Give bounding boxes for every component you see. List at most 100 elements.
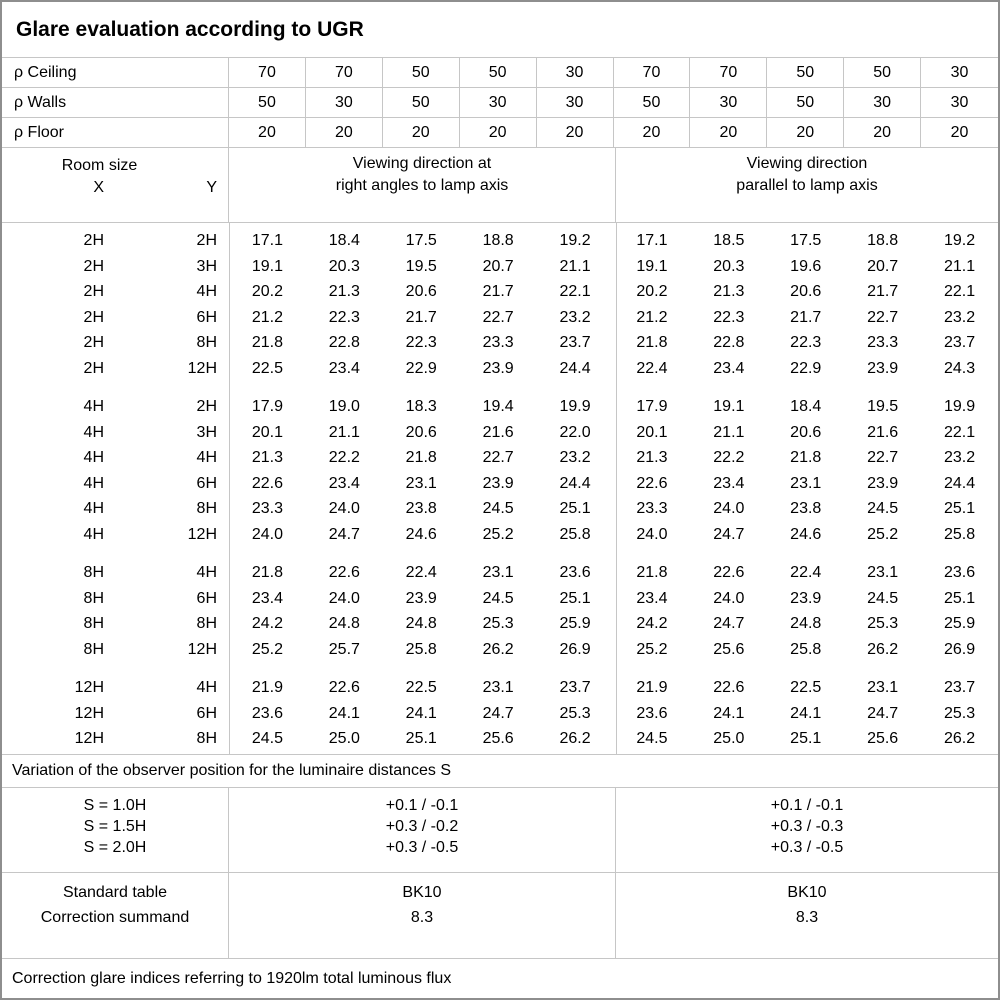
reflectance-value-cell: 70: [229, 58, 306, 87]
y-axis-label: Y: [206, 179, 217, 196]
ugr-value-right-angles: 23.2: [559, 308, 591, 326]
ugr-value-right-angles: 19.0: [328, 398, 360, 415]
ugr-value-right-angles: 25.3: [482, 615, 514, 632]
room-size-x-value: 2H: [83, 334, 104, 351]
ugr-value-right-angles: 23.9: [482, 359, 514, 377]
room-size-y-value: 8H: [196, 334, 217, 351]
reflectance-value-cell: 50: [614, 88, 691, 117]
room-size-y-value: 12H: [187, 640, 217, 658]
spacer: [217, 394, 229, 420]
ugr-value-parallel: 21.3: [636, 449, 668, 466]
room-size-y-value: 6H: [196, 308, 217, 326]
ugr-value-parallel: 20.6: [790, 283, 822, 300]
spacer: [217, 496, 229, 522]
ugr-value-parallel: 22.6: [636, 474, 668, 492]
ugr-value-right-angles: 19.9: [559, 398, 591, 415]
ugr-value-right-angles: 24.6: [405, 525, 437, 543]
ugr-value-right-angles: 19.2: [559, 232, 591, 249]
ugr-value-parallel: 21.8: [790, 449, 822, 466]
ugr-value-parallel: 24.8: [790, 615, 822, 632]
ugr-value-right-angles: 22.3: [405, 334, 437, 351]
variation-value: +0.3 / -0.5: [385, 839, 459, 856]
ugr-value-parallel: 23.4: [713, 359, 745, 377]
viewing-direction-header: Room size X Y Viewing direction at right…: [2, 148, 998, 223]
ugr-value-right-angles: 25.2: [251, 640, 284, 658]
ugr-value-right-angles: 25.8: [559, 525, 591, 543]
ugr-value-right-angles: 23.6: [559, 564, 591, 581]
ugr-value-parallel: 22.7: [867, 449, 899, 466]
reflectance-value-cell: 70: [690, 58, 768, 87]
ugr-value-parallel: 24.1: [713, 704, 745, 722]
ugr-value-right-angles: 23.7: [559, 334, 591, 351]
reflectance-value-cell: 30: [844, 88, 922, 117]
room-size-x-value: 4H: [83, 500, 104, 517]
ugr-value-right-angles: 25.6: [482, 730, 514, 747]
room-size-y-value: 6H: [196, 704, 217, 722]
ugr-value-right-angles: 21.2: [251, 308, 284, 326]
ugr-value-right-angles: 23.6: [251, 704, 284, 722]
ugr-value-parallel: 19.5: [867, 398, 899, 415]
reflectance-value-cell: 30: [537, 88, 614, 117]
reflectance-value-cell: 30: [950, 93, 969, 111]
ugr-value-parallel: 22.3: [790, 334, 822, 351]
ugr-value-right-angles: 21.6: [482, 423, 514, 441]
spacer: [217, 726, 229, 752]
ugr-table-row: 8H 6H 23.4 24.0 23.9 24.5 25.1 23.4 24.0 23.9 24.5…: [2, 586, 998, 612]
ugr-table-row: 2H 4H 20.2 21.3 20.6 21.7 22.1 20.2 21.3 20.6 21.7…: [2, 279, 998, 305]
ugr-value-parallel: 22.5: [790, 679, 822, 696]
room-size-y-value: 4H: [196, 449, 217, 466]
ugr-value-parallel: 25.0: [713, 730, 745, 747]
ugr-value-parallel: 23.3: [867, 334, 899, 351]
ugr-value-right-angles: 23.4: [251, 589, 284, 607]
variation-value: +0.3 / -0.2: [385, 818, 459, 835]
ugr-value-parallel: 19.1: [636, 257, 668, 275]
ugr-value-parallel: 22.1: [943, 283, 976, 300]
spacer: [217, 611, 229, 637]
ugr-value-right-angles: 20.3: [328, 257, 360, 275]
room-size-label: Room size: [61, 157, 138, 174]
ugr-value-parallel: 22.4: [636, 359, 668, 377]
ugr-value-parallel: 23.2: [943, 308, 976, 326]
ugr-value-parallel: 22.1: [943, 423, 976, 441]
reflectance-row-walls: ρ Walls 50 30 50 30 30 50 30 50 30 30: [2, 88, 998, 118]
ugr-table-row: 2H 3H 19.1 20.3 19.5 20.7 21.1 19.1 20.3 19.6 20.7…: [2, 254, 998, 280]
ugr-value-parallel: 23.1: [790, 474, 822, 492]
ugr-value-parallel: 23.7: [943, 334, 976, 351]
variation-parallel-cell: +0.1 / -0.1 +0.3 / -0.3 +0.3 / -0.5: [616, 788, 998, 872]
ugr-value-parallel: 22.7: [867, 308, 899, 326]
variation-section: S = 1.0H S = 1.5H S = 2.0H +0.1 / -0.1 +…: [2, 788, 998, 873]
ugr-value-right-angles: 24.7: [328, 525, 360, 543]
room-size-x-value: 4H: [83, 398, 104, 415]
ugr-value-right-angles: 23.2: [559, 449, 591, 466]
ugr-value-right-angles: 24.5: [251, 730, 284, 747]
title-row: Glare evaluation according to UGR: [2, 2, 998, 58]
variation-value: +0.3 / -0.3: [770, 818, 844, 835]
ugr-value-parallel: 23.9: [790, 589, 822, 607]
ugr-value-right-angles: 24.0: [328, 589, 360, 607]
reflectance-row-ceiling: ρ Ceiling 70 70 50 50 30 70 70 50 50 30: [2, 58, 998, 88]
ugr-value-parallel: 24.7: [867, 704, 899, 722]
ugr-value-parallel: 24.1: [790, 704, 822, 722]
ugr-value-parallel: 22.8: [713, 334, 745, 351]
reflectance-value-cell: 50: [844, 58, 922, 87]
ugr-value-right-angles: 23.9: [405, 589, 437, 607]
ugr-table-row: 8H 4H 21.8 22.6 22.4 23.1 23.6 21.8 22.6 22.4 23.1…: [2, 560, 998, 586]
ugr-value-right-angles: 23.3: [251, 500, 284, 517]
room-size-y-value: 3H: [196, 423, 217, 441]
ugr-value-parallel: 21.7: [867, 283, 899, 300]
ugr-value-parallel: 23.9: [867, 359, 899, 377]
room-size-y-value: 8H: [196, 500, 217, 517]
ugr-value-right-angles: 21.1: [559, 257, 591, 275]
ugr-value-parallel: 25.8: [943, 525, 976, 543]
ugr-value-right-angles: 23.3: [482, 334, 514, 351]
ugr-table-row: 12H 4H 21.9 22.6 22.5 23.1 23.7 21.9 22.6 22.5 23.…: [2, 675, 998, 701]
ugr-table-row: 4H 4H 21.3 22.2 21.8 22.7 23.2 21.3 22.2 21.8 22.7…: [2, 445, 998, 471]
ugr-value-right-angles: 23.9: [482, 474, 514, 492]
ugr-value-parallel: 21.2: [636, 308, 668, 326]
ugr-value-right-angles: 18.3: [405, 398, 437, 415]
ugr-value-parallel: 20.7: [867, 257, 899, 275]
ugr-value-parallel: 21.9: [636, 679, 668, 696]
ugr-value-parallel: 24.0: [713, 589, 745, 607]
ugr-value-right-angles: 21.9: [251, 679, 284, 696]
room-size-x-value: 2H: [83, 283, 104, 300]
